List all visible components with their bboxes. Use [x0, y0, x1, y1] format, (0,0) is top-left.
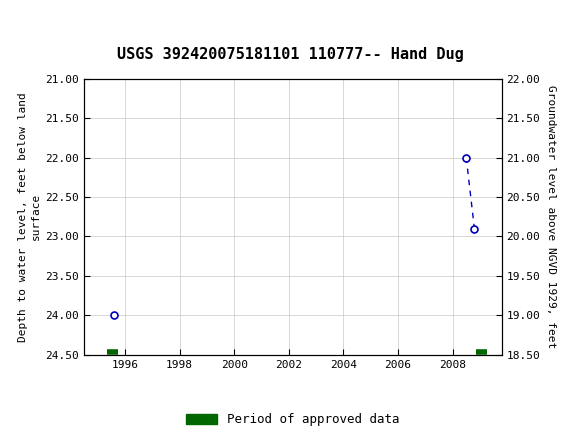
Y-axis label: Depth to water level, feet below land
surface: Depth to water level, feet below land su… — [18, 92, 41, 341]
Y-axis label: Groundwater level above NGVD 1929, feet: Groundwater level above NGVD 1929, feet — [546, 85, 556, 348]
Legend: Period of approved data: Period of approved data — [181, 408, 405, 430]
Text: ≡: ≡ — [6, 9, 24, 29]
Text: USGS: USGS — [32, 12, 79, 26]
FancyBboxPatch shape — [6, 5, 52, 33]
Text: USGS 392420075181101 110777-- Hand Dug: USGS 392420075181101 110777-- Hand Dug — [117, 47, 463, 62]
